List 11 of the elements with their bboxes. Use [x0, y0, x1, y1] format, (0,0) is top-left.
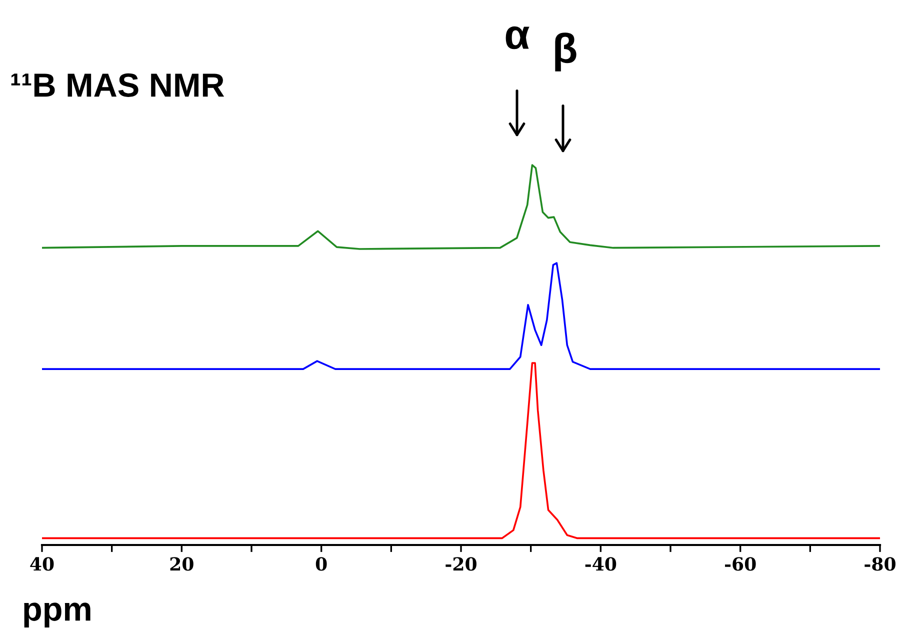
text: α [506, 26, 530, 50]
x-tick-label: -40 [585, 557, 616, 571]
x-axis-title: ppm [24, 602, 90, 628]
chart-title: ¹¹B MAS NMR [11, 73, 224, 97]
text: β [555, 32, 576, 72]
x-tick-label: 20 [170, 557, 194, 571]
x-tick-label: -60 [725, 557, 756, 571]
x-tick-label: 40 [30, 557, 54, 571]
x-tick-label: -20 [446, 557, 476, 571]
x-tick-label: 0 [316, 557, 327, 571]
x-tick-label: -80 [864, 557, 896, 571]
